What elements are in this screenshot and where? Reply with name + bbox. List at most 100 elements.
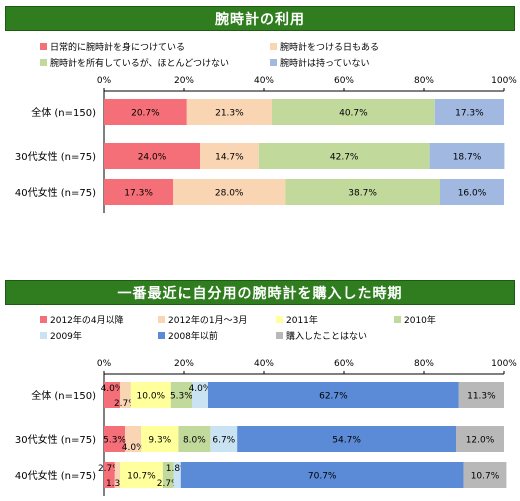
chart2-bar-segment [463, 462, 507, 488]
chart2-data-label: 70.7% [308, 472, 337, 482]
chart2-data-label: 54.7% [332, 436, 361, 446]
chart2-legend-swatch [276, 332, 283, 339]
chart2-bar-segment [120, 382, 131, 408]
chart2-data-label: 9.3% [148, 436, 171, 446]
chart1-category-label: 全体 (n=150) [31, 106, 96, 119]
chart2-legend-swatch [276, 316, 283, 323]
chart2-plot: 0% 20% 40% 60% 80% 100%全体 (n=150)4.0%2.7%10.0… [15, 359, 517, 496]
chart2-tick-label: 20% [174, 359, 194, 369]
chart2-legend-label: 2010年 [404, 316, 436, 326]
chart2-data-label: 62.7% [319, 392, 348, 402]
chart1-data-label: 17.3% [455, 109, 484, 119]
chart2-bar-segment [210, 426, 238, 452]
chart2-data-label: 5.3% [170, 392, 193, 402]
chart2-data-label: 10.7% [471, 472, 500, 482]
chart2-bar-segment [114, 462, 120, 488]
chart2-bar-segment [170, 382, 192, 408]
chart1-tick-label: 20% [174, 76, 194, 86]
chart2-data-label: 2.7% [98, 464, 121, 474]
chart1-title: 腕時計の利用 [215, 11, 305, 28]
chart1-data-label: 16.0% [458, 189, 487, 199]
chart2-legend-label: 2008年以前 [168, 332, 218, 342]
chart2-data-label: 10.7% [127, 472, 156, 482]
chart1-tick-label: 80% [414, 76, 434, 86]
chart2-bar-segment [237, 426, 456, 452]
chart2-data-label: 4.0% [189, 384, 212, 394]
chart2-data-label: 10.0% [137, 392, 166, 402]
chart1-bar-segment [434, 99, 504, 125]
chart1-legend-label: 腕時計は持っていない [280, 59, 370, 69]
chart1-data-label: 38.7% [348, 189, 377, 199]
chart1-data-label: 24.0% [138, 153, 167, 163]
chart2-legend: 2012年の4月以降 2012年の1月～3月 2011年 2010年 2009年 2008… [40, 313, 510, 353]
chart1-title-banner: 腕時計の利用 [5, 6, 515, 31]
chart1-legend-item: 腕時計は持っていない [270, 56, 370, 69]
chart2-bar-segment [192, 382, 208, 408]
chart2-data-label: 2.7% [157, 479, 180, 489]
chart1-data-label: 17.3% [124, 189, 153, 199]
chart1-legend-label: 日常的に腕時計を身につけている [50, 43, 186, 53]
chart2-bar-segment [180, 462, 464, 488]
chart2-bar-segment [456, 426, 504, 452]
chart2-legend-item: 2012年の1月～3月 [158, 313, 247, 326]
chart2-legend-label: 2012年の4月以降 [50, 316, 124, 326]
chart2-legend-item: 2012年の4月以降 [40, 313, 124, 326]
chart2-data-label: 1.8% [166, 464, 189, 474]
chart1-legend-label: 腕時計を所有しているが、ほとんどつけない [50, 59, 230, 69]
chart2-legend-label: 2011年 [286, 316, 318, 326]
chart1-legend-item: 腕時計を所有しているが、ほとんどつけない [40, 56, 229, 69]
chart2-category-label: 全体 (n=150) [31, 389, 96, 402]
chart2-data-label: 5.3% [103, 436, 126, 446]
chart2-bar-segment [104, 382, 120, 408]
chart2-legend-item: 購入したことはない [276, 329, 367, 342]
chart2-legend-swatch [158, 316, 165, 323]
chart2-bar-segment [125, 426, 142, 452]
chart1-bar-segment [258, 143, 430, 169]
chart1-plot: 0% 20% 40% 60% 80% 100% 全体 (n=150) 20.7% 21.3% 40… [15, 76, 517, 213]
chart2-title: 一番最近に自分用の腕時計を購入した時期 [117, 285, 403, 302]
chart2-tick-label: 0% [97, 359, 112, 369]
chart1-data-label: 14.7% [215, 153, 244, 163]
chart2-legend-label: 2009年 [50, 332, 82, 342]
chart2-data-label: 4.0% [122, 443, 145, 453]
chart2-bar-segment [130, 382, 171, 408]
chart1-bar-segment [173, 179, 286, 205]
chart1-bar-segment [186, 99, 272, 125]
chart1-bar-segment [272, 99, 435, 125]
chart2-legend-swatch [394, 316, 401, 323]
chart1-data-label: 28.0% [215, 189, 244, 199]
chart2-data-label: 6.7% [212, 436, 235, 446]
chart2-bar-segment [104, 462, 115, 488]
chart2-legend-label: 購入したことはない [286, 332, 368, 342]
chart1-bar-segment [104, 99, 187, 125]
chart1-data-label: 42.7% [330, 153, 359, 163]
chart2-bar-segment [458, 382, 504, 408]
chart2-legend-item: 2009年 [40, 329, 82, 342]
chart1-bar-segment [104, 179, 174, 205]
chart2-bar-segment [162, 462, 174, 488]
chart2-legend-swatch [158, 332, 165, 339]
chart1-legend-swatch [270, 43, 277, 50]
chart2-legend-item: 2011年 [276, 313, 318, 326]
chart2-bar-segment [173, 462, 181, 488]
chart2-legend-label: 2012年の1月～3月 [168, 316, 248, 326]
chart2-legend-swatch [40, 332, 47, 339]
chart1-tick-label: 100% [491, 76, 517, 86]
chart1-category-label: 40代女性 (n=75) [15, 186, 96, 199]
chart2-legend-swatch [40, 316, 47, 323]
chart1-bar-segment [285, 179, 440, 205]
chart1-legend: 日常的に腕時計を身につけている 腕時計をつける日もある腕時計を所有しているが、ほと… [40, 40, 510, 72]
chart1-bar-segment [440, 179, 504, 205]
chart1-bar-segment [200, 143, 259, 169]
chart1-legend-label: 腕時計をつける日もある [280, 43, 380, 53]
chart2-data-label: 11.3% [467, 392, 496, 402]
chart1-data-label: 21.3% [215, 109, 244, 119]
chart1-tick-label: 60% [334, 76, 354, 86]
chart2-data-label: 1.3% [106, 479, 129, 489]
chart2-data-label: 4.0% [101, 384, 124, 394]
chart2-legend-item: 2010年 [394, 313, 436, 326]
chart1-legend-swatch [40, 59, 47, 66]
chart1-legend-item: 腕時計をつける日もある [270, 40, 379, 53]
chart1-data-label: 20.7% [131, 109, 160, 119]
chart2-title-banner: 一番最近に自分用の腕時計を購入した時期 [5, 280, 515, 305]
